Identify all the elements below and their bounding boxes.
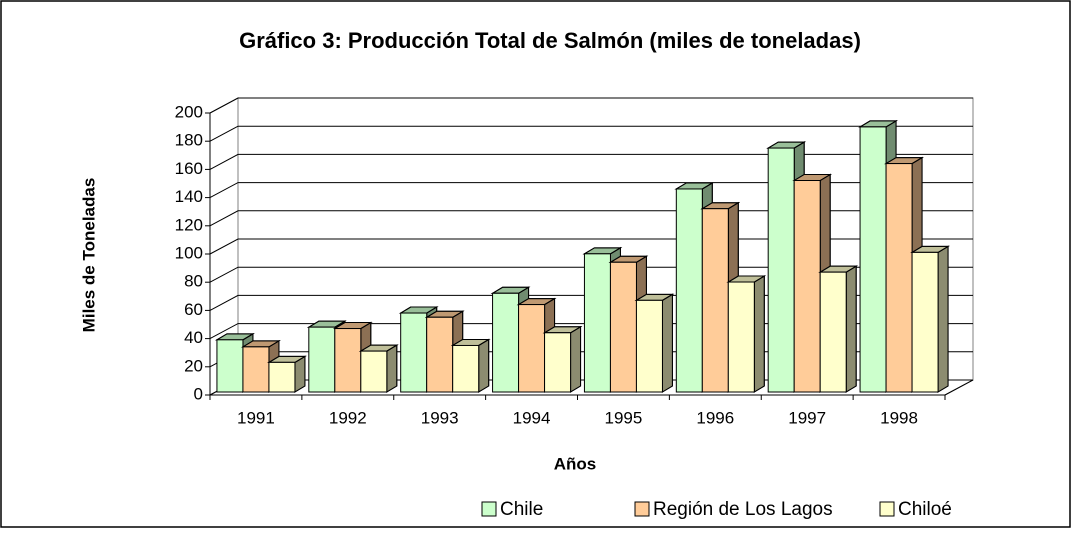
bar-side-shade xyxy=(570,325,582,393)
bar xyxy=(911,251,939,393)
x-axis-label: Años xyxy=(554,454,597,473)
bar-side-shade xyxy=(661,293,673,393)
legend-swatch xyxy=(634,501,650,517)
x-tick-label: 1998 xyxy=(880,408,918,427)
bar xyxy=(492,292,520,393)
grid-line xyxy=(209,182,973,199)
legend-label: Chiloé xyxy=(898,499,952,520)
bar xyxy=(675,188,703,393)
bar xyxy=(885,163,913,393)
bar xyxy=(452,344,480,393)
y-tick-label: 160 xyxy=(175,159,203,178)
bar xyxy=(793,180,821,393)
bar xyxy=(859,126,887,393)
x-tick-label: 1994 xyxy=(513,408,551,427)
bar xyxy=(400,312,428,393)
y-tick-label: 100 xyxy=(175,243,203,262)
bar-side-shade xyxy=(753,275,765,393)
grid-line xyxy=(209,125,973,142)
bar xyxy=(360,350,388,393)
bar xyxy=(544,332,572,393)
x-tick-label: 1996 xyxy=(696,408,734,427)
y-axis-label: Miles de Toneladas xyxy=(79,178,98,333)
y-tick-label: 40 xyxy=(184,328,203,347)
bar xyxy=(242,346,270,393)
x-tick-label: 1991 xyxy=(237,408,275,427)
bar xyxy=(609,261,637,393)
bar-side-shade xyxy=(937,245,949,393)
y-tick-label: 20 xyxy=(184,356,203,375)
y-tick-label: 0 xyxy=(194,384,203,403)
y-tick-label: 80 xyxy=(184,272,203,291)
grid-line xyxy=(209,153,973,170)
legend-swatch xyxy=(879,501,895,517)
bar xyxy=(268,361,296,393)
bar xyxy=(635,299,663,393)
bar xyxy=(518,304,546,393)
bar xyxy=(308,326,336,393)
bar xyxy=(216,339,244,393)
bar xyxy=(426,316,454,393)
legend-label: Chile xyxy=(500,499,543,520)
y-tick-label: 180 xyxy=(175,131,203,150)
x-tick-label: 1992 xyxy=(329,408,367,427)
bar xyxy=(819,271,847,393)
y-tick-label: 140 xyxy=(175,187,203,206)
y-tick-label: 120 xyxy=(175,215,203,234)
x-tick-label: 1997 xyxy=(788,408,826,427)
legend-swatch xyxy=(481,501,497,517)
bar-side-shade xyxy=(478,338,490,393)
chart-title: Gráfico 3: Producción Total de Salmón (m… xyxy=(239,28,861,53)
bar xyxy=(727,281,755,393)
bar xyxy=(767,147,795,393)
bar-side-shade xyxy=(845,265,857,393)
grid-line xyxy=(209,97,973,114)
x-axis-depth xyxy=(944,379,974,396)
bar-side-shade xyxy=(386,344,398,393)
bar xyxy=(583,253,611,393)
y-tick-label: 60 xyxy=(184,300,203,319)
bar xyxy=(334,328,362,393)
legend-label: Región de Los Lagos xyxy=(653,499,833,520)
x-tick-label: 1993 xyxy=(421,408,459,427)
x-tick-label: 1995 xyxy=(605,408,643,427)
y-tick-label: 200 xyxy=(175,102,203,121)
bar xyxy=(701,208,729,393)
